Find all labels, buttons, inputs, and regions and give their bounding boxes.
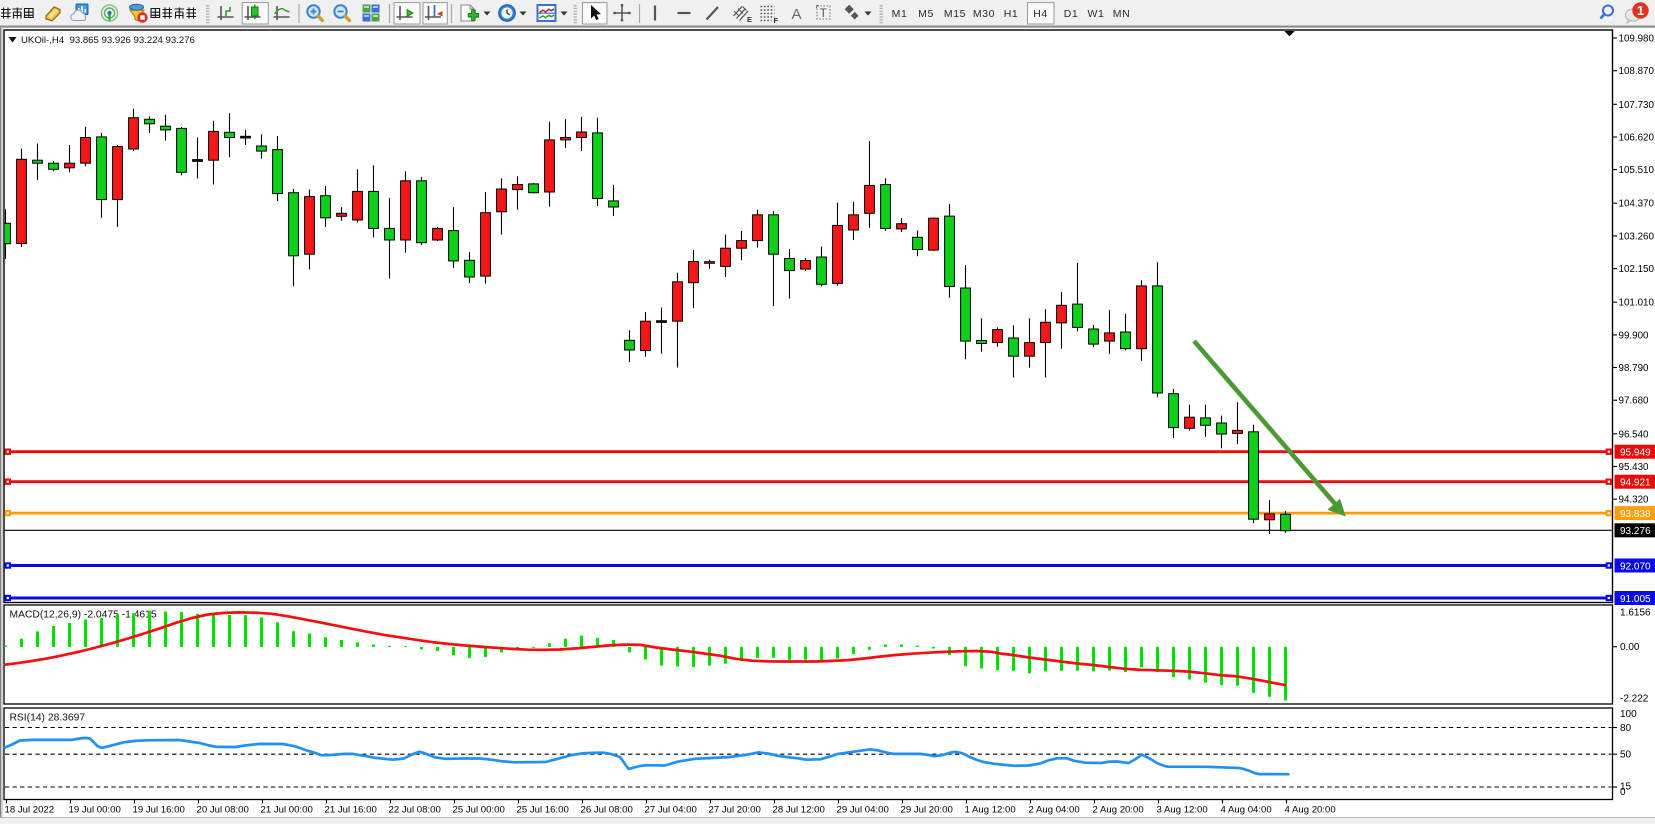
svg-text:E: E [747,15,752,24]
svg-text:105.510: 105.510 [1619,165,1655,176]
svg-text:19 Jul 00:00: 19 Jul 00:00 [69,805,121,816]
svg-text:0.00: 0.00 [1620,642,1640,653]
svg-text:T: T [820,8,827,20]
svg-text:95.949: 95.949 [1620,448,1651,459]
svg-text:96.540: 96.540 [1619,429,1650,440]
svg-text:4 Aug 20:00: 4 Aug 20:00 [1285,805,1336,816]
svg-text:95.430: 95.430 [1619,462,1650,473]
svg-text:H4: H4 [1033,8,1048,20]
svg-text:93.276: 93.276 [1620,526,1651,537]
svg-text:29 Jul 20:00: 29 Jul 20:00 [901,805,953,816]
svg-text:19 Jul 16:00: 19 Jul 16:00 [133,805,185,816]
svg-text:M15: M15 [944,8,966,20]
svg-text:102.150: 102.150 [1619,264,1655,275]
svg-text:103.260: 103.260 [1619,231,1655,242]
svg-text:UKOil-,H4 93.865 93.926 93.22: UKOil-,H4 93.865 93.926 93.224 93.276 [21,35,195,46]
svg-text:22 Jul 08:00: 22 Jul 08:00 [389,805,441,816]
svg-text:26 Jul 08:00: 26 Jul 08:00 [581,805,633,816]
svg-text:21 Jul 16:00: 21 Jul 16:00 [325,805,377,816]
svg-text:104.370: 104.370 [1619,199,1655,210]
svg-text:27 Jul 04:00: 27 Jul 04:00 [645,805,697,816]
svg-text:94.921: 94.921 [1620,478,1651,489]
svg-text:94.320: 94.320 [1619,495,1650,506]
svg-text:18 Jul 2022: 18 Jul 2022 [5,805,55,816]
svg-text:20 Jul 08:00: 20 Jul 08:00 [197,805,249,816]
svg-text:91.005: 91.005 [1620,594,1651,605]
svg-text:25 Jul 16:00: 25 Jul 16:00 [517,805,569,816]
svg-text:4 Aug 04:00: 4 Aug 04:00 [1221,805,1272,816]
svg-text:100: 100 [1620,709,1637,720]
svg-text:H1: H1 [1004,8,1019,20]
svg-text:M1: M1 [892,8,908,20]
svg-text:0: 0 [1620,787,1626,798]
svg-text:2 Aug 20:00: 2 Aug 20:00 [1093,805,1144,816]
svg-text:28 Jul 12:00: 28 Jul 12:00 [773,805,825,816]
svg-text:92.070: 92.070 [1620,561,1651,572]
svg-text:101.010: 101.010 [1619,298,1655,309]
svg-text:1.6156: 1.6156 [1620,608,1651,619]
svg-text:50: 50 [1620,750,1632,761]
svg-text:3 Aug 12:00: 3 Aug 12:00 [1157,805,1208,816]
svg-text:1 Aug 12:00: 1 Aug 12:00 [965,805,1016,816]
svg-text:98.790: 98.790 [1619,363,1650,374]
svg-text:25 Jul 00:00: 25 Jul 00:00 [453,805,505,816]
svg-text:A: A [792,6,802,23]
svg-text:108.870: 108.870 [1619,66,1655,77]
svg-text:MN: MN [1113,8,1131,20]
svg-text:RSI(14) 28.3697: RSI(14) 28.3697 [10,713,86,724]
svg-text:D1: D1 [1064,8,1079,20]
svg-text:1: 1 [1637,4,1644,18]
svg-text:106.620: 106.620 [1619,133,1655,144]
svg-text:27 Jul 20:00: 27 Jul 20:00 [709,805,761,816]
svg-text:-2.222: -2.222 [1620,694,1649,705]
svg-text:M30: M30 [973,8,995,20]
svg-text:F: F [774,16,779,25]
svg-text:21 Jul 00:00: 21 Jul 00:00 [261,805,313,816]
svg-text:97.680: 97.680 [1619,396,1650,407]
svg-text:107.730: 107.730 [1619,100,1655,111]
svg-text:W1: W1 [1088,8,1105,20]
svg-text:109.980: 109.980 [1619,34,1655,45]
svg-text:M5: M5 [918,8,934,20]
svg-text:93.838: 93.838 [1620,509,1651,520]
svg-text:29 Jul 04:00: 29 Jul 04:00 [837,805,889,816]
svg-text:2 Aug 04:00: 2 Aug 04:00 [1029,805,1080,816]
svg-text:99.900: 99.900 [1619,330,1650,341]
svg-text:80: 80 [1620,723,1632,734]
